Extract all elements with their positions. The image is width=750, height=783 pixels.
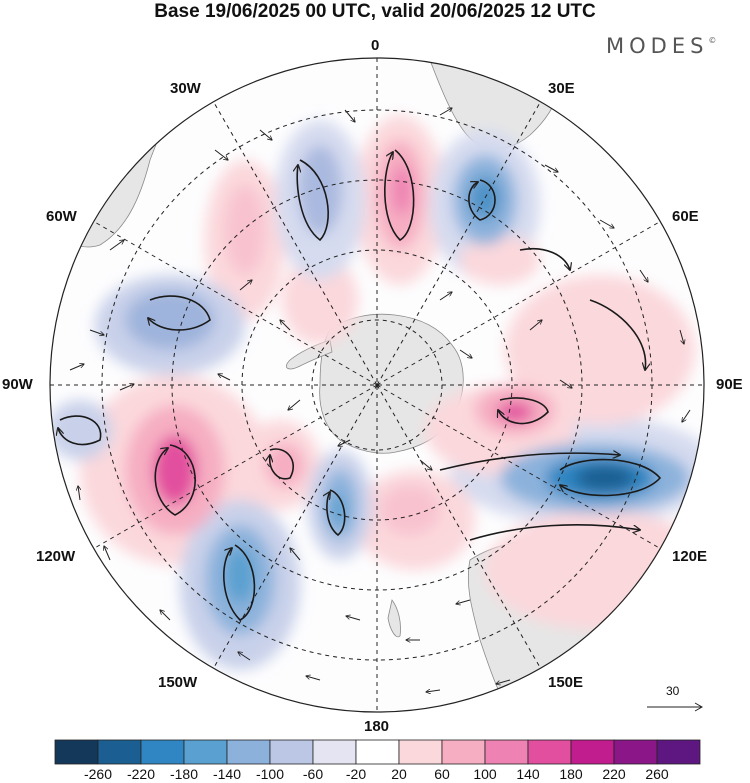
colorbar-tick-label: -20: [345, 766, 367, 782]
anomaly-field: [50, 115, 704, 670]
colorbar-tick-label: -260: [83, 766, 113, 782]
brand-logo: MODES©: [606, 34, 716, 58]
wind-vectors: [69, 108, 691, 692]
colorbar-segment: [312, 739, 357, 765]
colorbar-tick-label: 260: [645, 766, 669, 782]
lon-label-150e: 150E: [548, 674, 584, 691]
colorbar-segment: [484, 739, 529, 765]
lon-label-120e: 120E: [672, 548, 708, 565]
lon-label-60e: 60E: [672, 208, 699, 225]
lon-label-30w: 30W: [170, 80, 201, 97]
colorbar-tick-label: -220: [126, 766, 156, 782]
colorbar-tick-label: 100: [473, 766, 497, 782]
circulation-lines: [58, 149, 662, 621]
colorbar-segment: [140, 739, 185, 765]
colorbar-segment: [269, 739, 314, 765]
colorbar-tick-label: 180: [559, 766, 583, 782]
colorbar-tick-label: -140: [212, 766, 242, 782]
colorbar-segment: [183, 739, 228, 765]
colorbar-segment: [570, 739, 615, 765]
colorbar-segment: [441, 739, 486, 765]
polar-map: [49, 57, 705, 713]
colorbar-segment: [54, 739, 99, 765]
brand-mark: ©: [708, 36, 717, 45]
lon-label-30e: 30E: [548, 80, 575, 97]
colorbar-tick-label: 20: [391, 766, 407, 782]
colorbar-segment: [527, 739, 572, 765]
colorbar-segment: [398, 739, 443, 765]
map-title: Base 19/06/2025 00 UTC, valid 20/06/2025…: [154, 1, 596, 22]
vector-scale-arrow-icon: [647, 702, 704, 712]
colorbar-tick-label: -60: [302, 766, 324, 782]
colorbar-tick-label: -100: [255, 766, 285, 782]
colorbar-tick-label: 220: [602, 766, 626, 782]
colorbar-tick-label: 60: [434, 766, 450, 782]
colorbar-segment: [226, 739, 271, 765]
new-zealand: [387, 599, 401, 638]
graticule: [50, 58, 704, 712]
colorbar-segment: [97, 739, 142, 765]
colorbar-segment: [656, 739, 701, 765]
vector-scale-label: 30: [666, 684, 680, 698]
lon-label-0: 0: [371, 37, 380, 54]
lon-label-90e: 90E: [716, 376, 743, 393]
brand-text: MODES: [606, 34, 709, 58]
lon-label-180: 180: [364, 718, 390, 735]
map-boundary: [49, 57, 705, 713]
lon-label-90w: 90W: [2, 376, 33, 393]
lon-label-120w: 120W: [36, 548, 76, 565]
antarctic-peninsula: [286, 339, 333, 370]
colorbar-segment: [355, 739, 400, 765]
colorbar-segment: [613, 739, 658, 765]
lon-label-60w: 60W: [46, 208, 77, 225]
colorbar-tick-label: 140: [516, 766, 540, 782]
colorbar-tick-label: -180: [169, 766, 199, 782]
colorbar: [54, 739, 701, 765]
lon-label-150w: 150W: [158, 674, 198, 691]
